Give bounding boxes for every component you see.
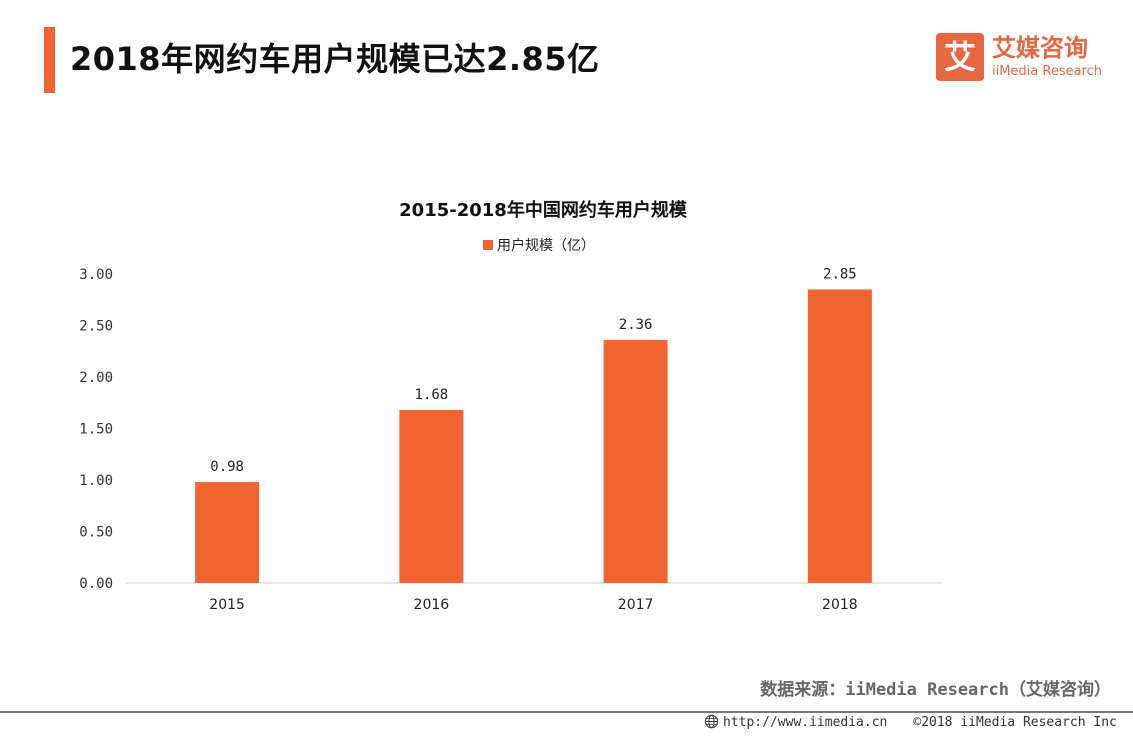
footer: http://www.iimedia.cn ©2018 iiMedia Resea… [704, 714, 1133, 730]
globe-icon [704, 714, 719, 729]
bar-2016 [399, 409, 464, 583]
footer-divider [0, 711, 1133, 713]
data-label-2018: 2.85 [823, 266, 857, 282]
bar-2018 [807, 289, 872, 583]
x-tick-label: 2015 [209, 597, 245, 613]
legend-swatch [483, 240, 493, 250]
page-title: 2018年网约车用户规模已达2.85亿 [70, 40, 600, 78]
logo-mark: 艾 [936, 33, 984, 81]
legend-label: 用户规模（亿） [497, 238, 595, 254]
data-label-2017: 2.36 [619, 317, 653, 333]
y-tick-label: 1.50 [79, 422, 113, 438]
logo-text-en: iiMedia Research [992, 64, 1103, 79]
x-tick-label: 2016 [414, 597, 450, 613]
data-source: 数据来源：iiMedia Research（艾媒咨询） [760, 680, 1111, 700]
logo-text-cn: 艾媒咨询 [992, 34, 1088, 62]
bar-2017 [603, 339, 668, 583]
x-tick-label: 2018 [822, 597, 858, 613]
footer-copyright: ©2018 iiMedia Research Inc [913, 715, 1117, 730]
y-tick-label: 2.00 [79, 370, 113, 386]
iimedia-logo: 艾 艾媒咨询 iiMedia Research [936, 33, 1106, 81]
title-accent-bar [44, 27, 55, 93]
x-tick-label: 2017 [618, 597, 654, 613]
y-tick-label: 2.50 [79, 319, 113, 335]
footer-url[interactable]: http://www.iimedia.cn [723, 715, 888, 730]
y-tick-label: 0.00 [79, 576, 113, 592]
y-tick-label: 0.50 [79, 525, 113, 541]
chart-legend: 用户规模（亿） [483, 235, 595, 255]
chart-title: 2015-2018年中国网约车用户规模 [399, 200, 687, 221]
data-label-2015: 0.98 [210, 459, 244, 475]
y-tick-label: 3.00 [79, 267, 113, 283]
data-label-2016: 1.68 [415, 387, 449, 403]
bar-2015 [195, 482, 260, 583]
y-tick-label: 1.00 [79, 473, 113, 489]
